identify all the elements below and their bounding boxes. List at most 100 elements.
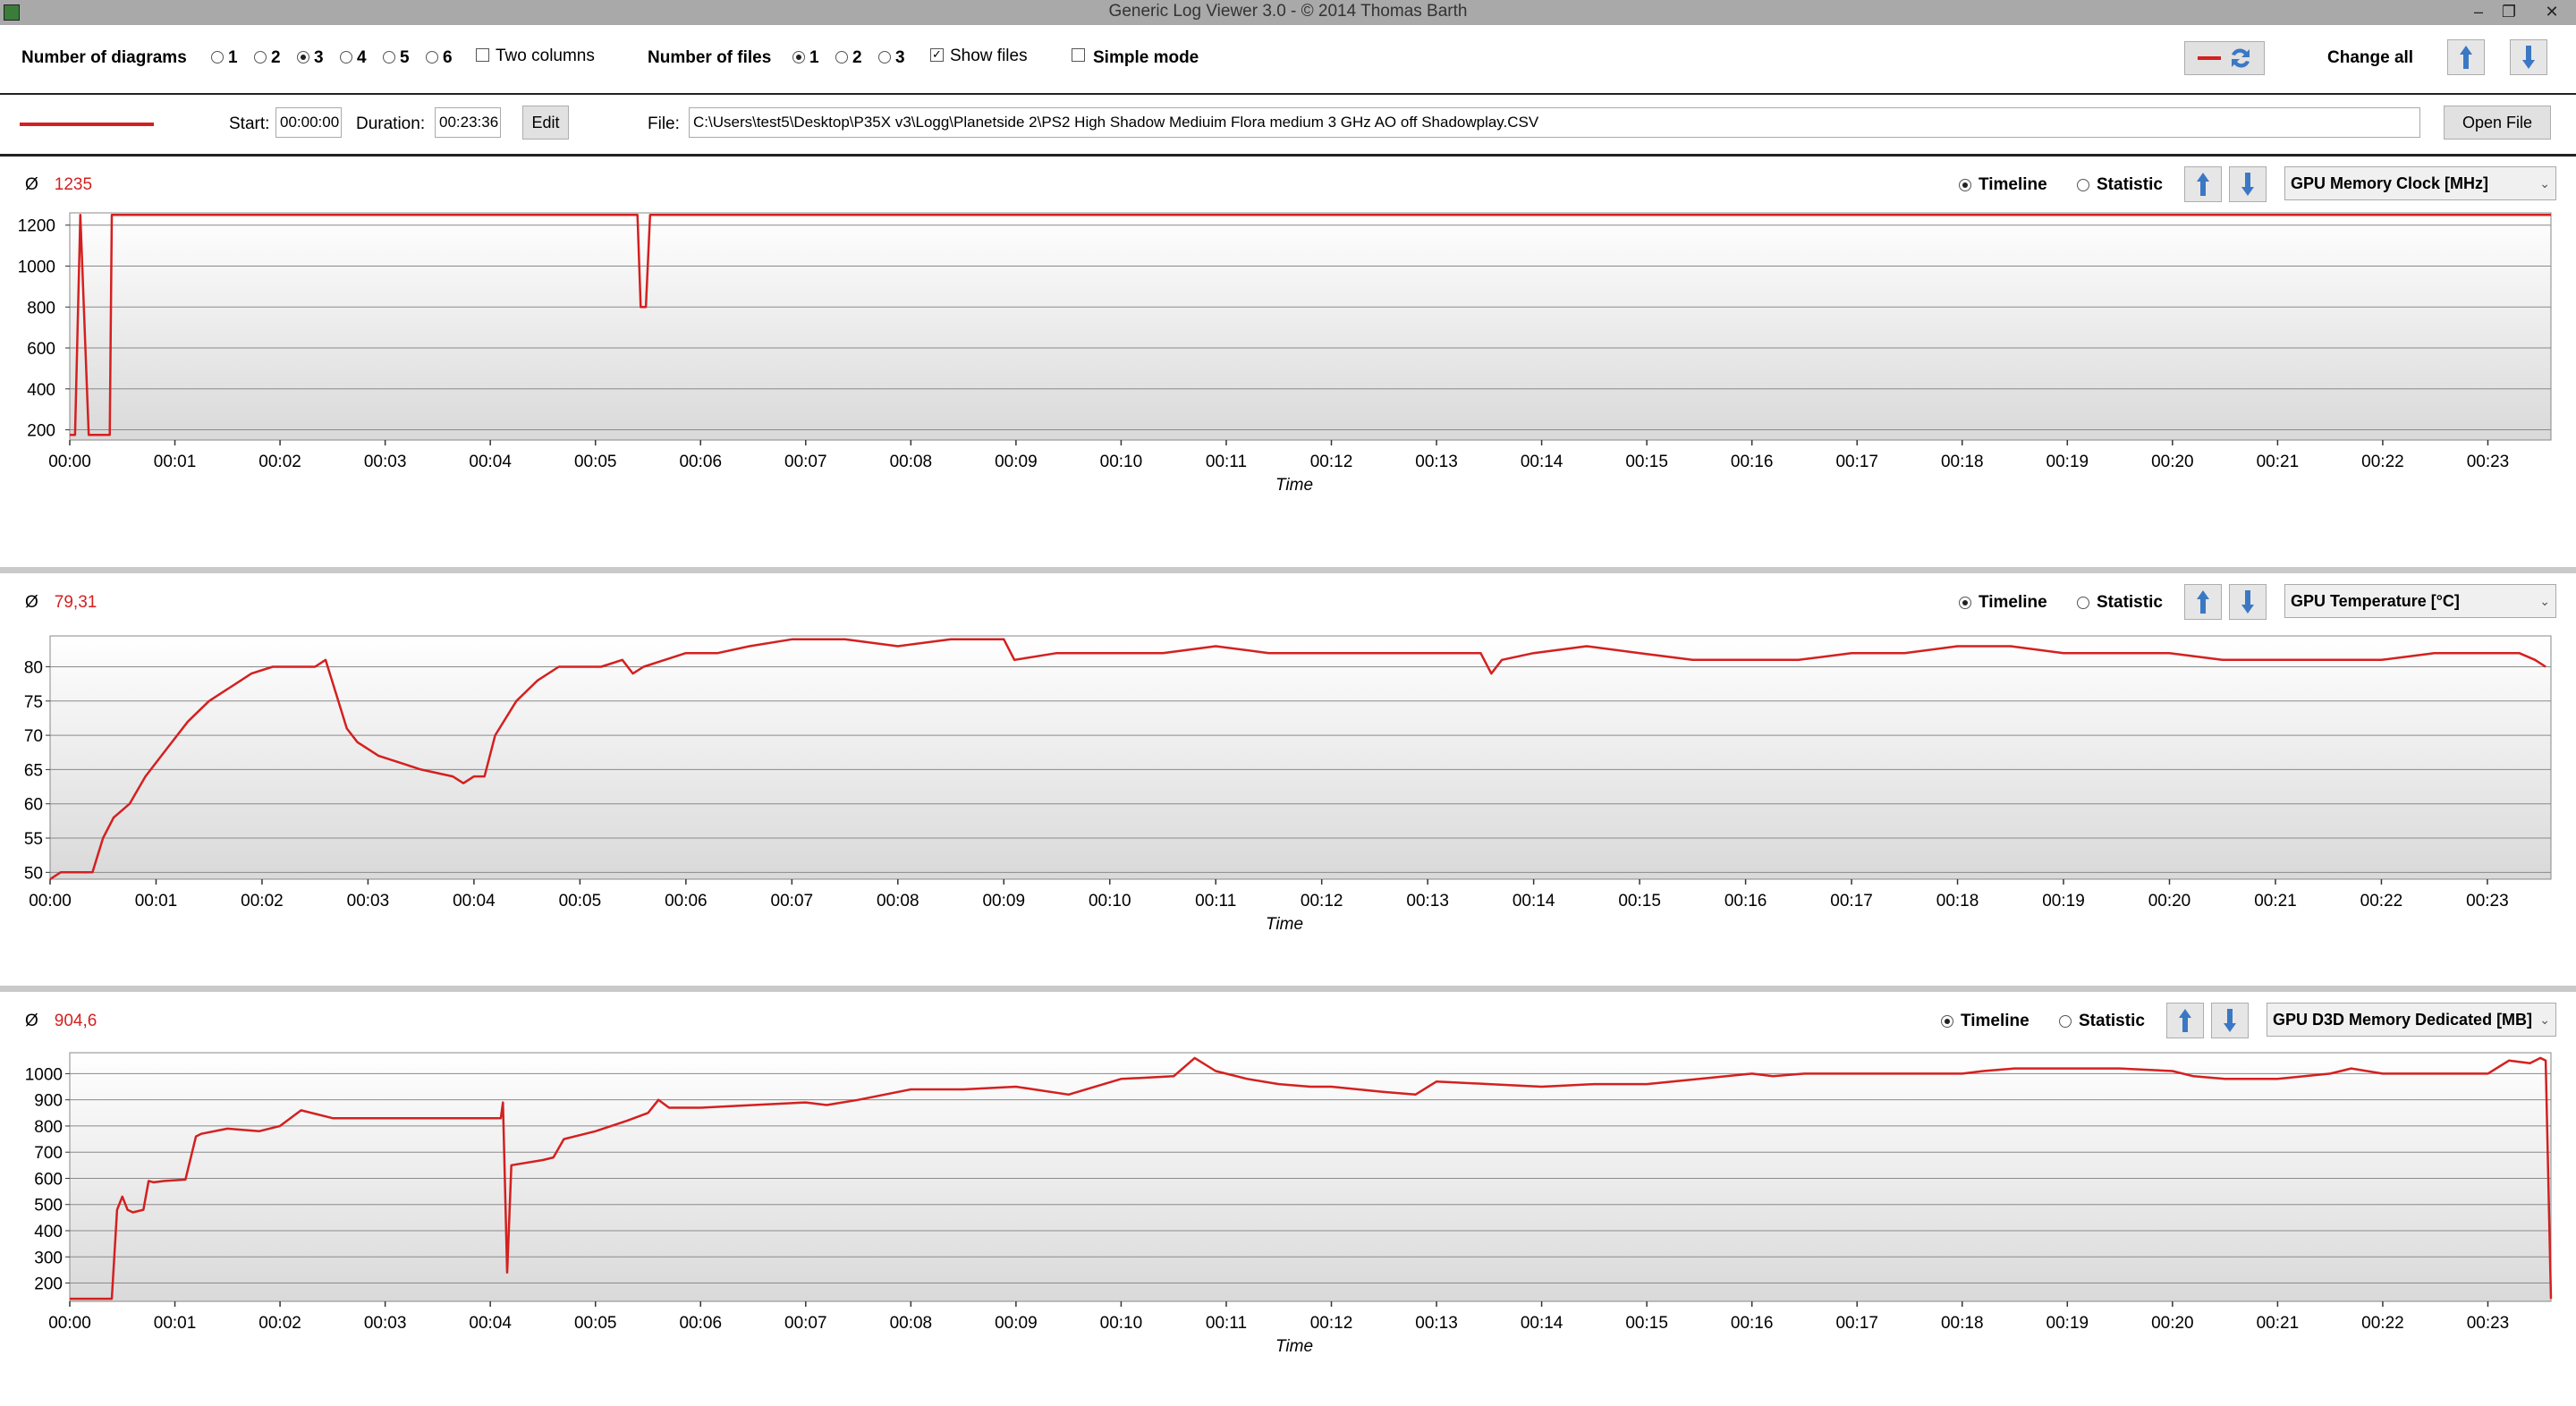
panel-divider[interactable]	[0, 986, 2576, 992]
diagram-panel-3: Ø 904,6 Timeline Statistic GPU D3D Memory De…	[0, 994, 2576, 1406]
series-line	[49, 638, 2546, 881]
x-tick-label: 00:04	[469, 453, 512, 471]
move-down-button[interactable]	[2229, 166, 2267, 202]
duration-label: Duration:	[356, 114, 426, 133]
diagram-count-radio-1[interactable]	[211, 51, 224, 64]
x-tick-label: 00:15	[1625, 1314, 1668, 1333]
chevron-down-icon: ⌄	[2539, 594, 2550, 608]
chart-2: 50 55 60 65 70 75 80 00:00 00:01 00:02 00:03 00:04 0…	[24, 635, 2552, 934]
x-tick-label: 00:19	[2046, 453, 2089, 471]
start-label: Start:	[229, 114, 270, 133]
maximize-icon[interactable]: ❐	[2501, 3, 2517, 21]
sensor-select[interactable]: GPU Memory Clock [MHz] ⌄	[2284, 166, 2556, 200]
file-count-option-label: 1	[809, 48, 819, 67]
x-tick-label: 00:13	[1415, 1314, 1458, 1333]
average-value: 1235	[54, 175, 93, 194]
diagrams-label: Number of diagrams	[21, 48, 187, 67]
chevron-down-icon: ⌄	[2539, 1012, 2550, 1027]
move-up-all-button[interactable]	[2447, 39, 2485, 75]
arrow-down-icon	[2241, 590, 2254, 614]
open-file-button[interactable]: Open File	[2444, 106, 2551, 140]
x-tick-label: 00:00	[48, 453, 91, 471]
statistic-radio[interactable]	[2077, 597, 2089, 609]
diagram-panel-1: Ø 1235 Timeline Statistic GPU Memory Clock […	[0, 157, 2576, 567]
x-tick-label: 00:02	[241, 892, 284, 911]
sensor-select-value: GPU Temperature [°C]	[2291, 592, 2460, 610]
average-value: 904,6	[54, 1012, 97, 1030]
two-columns-checkbox[interactable]	[476, 48, 489, 62]
move-up-button[interactable]	[2184, 584, 2222, 620]
x-tick-label: 00:04	[453, 892, 496, 911]
panel-divider[interactable]	[0, 567, 2576, 573]
file-count-radio-3[interactable]	[878, 51, 891, 64]
x-tick-label: 00:07	[784, 453, 827, 471]
duration-input[interactable]: 00:23:36	[435, 107, 501, 138]
simple-mode-checkbox[interactable]	[1072, 48, 1085, 62]
y-tick-label: 65	[24, 761, 43, 780]
move-down-all-button[interactable]	[2510, 39, 2547, 75]
x-tick-label: 00:19	[2042, 892, 2085, 911]
file-line-swatch[interactable]	[20, 122, 154, 127]
timeline-label: Timeline	[1961, 1012, 2029, 1030]
x-tick-label: 00:23	[2467, 453, 2510, 471]
statistic-radio[interactable]	[2077, 179, 2089, 191]
move-up-button[interactable]	[2184, 166, 2222, 202]
move-down-button[interactable]	[2229, 584, 2267, 620]
edit-button[interactable]: Edit	[522, 106, 569, 140]
x-tick-label: 00:13	[1406, 892, 1449, 911]
y-tick-label: 800	[34, 1118, 63, 1137]
file-count-radio-2[interactable]	[835, 51, 848, 64]
change-all-label: Change all	[2327, 48, 2414, 67]
arrow-up-icon	[2197, 590, 2209, 614]
diagram-count-radio-2[interactable]	[254, 51, 267, 64]
x-tick-label: 00:11	[1206, 453, 1247, 471]
line-color-swap-button[interactable]	[2184, 41, 2265, 75]
diagram-count-radio-4[interactable]	[340, 51, 352, 64]
sensor-select[interactable]: GPU Temperature [°C] ⌄	[2284, 584, 2556, 618]
move-up-button[interactable]	[2166, 1003, 2204, 1038]
file-bar: Start: 00:00:00 Duration: 00:23:36 Edit …	[0, 95, 2576, 157]
file-path-input[interactable]: C:\Users\test5\Desktop\P35X v3\Logg\Plan…	[689, 107, 2420, 138]
app-icon	[4, 4, 20, 21]
x-tick-label: 00:05	[559, 892, 602, 911]
minimize-icon[interactable]: –	[2473, 3, 2483, 21]
x-tick-label: 00:16	[1731, 453, 1774, 471]
average-readout: Ø 1235	[25, 175, 92, 195]
x-tick-label: 00:02	[258, 453, 301, 471]
x-tick-label: 00:11	[1195, 892, 1236, 911]
average-symbol: Ø	[25, 593, 38, 612]
close-icon[interactable]: ✕	[2545, 3, 2559, 21]
x-tick-label: 00:03	[347, 892, 390, 911]
statistic-radio[interactable]	[2059, 1015, 2072, 1028]
file-count-radio-1[interactable]	[792, 51, 805, 64]
diagram-count-radio-6[interactable]	[426, 51, 438, 64]
diagram-count-radio-3[interactable]	[297, 51, 309, 64]
timeline-label: Timeline	[1979, 175, 2047, 194]
timeline-radio[interactable]	[1959, 179, 1971, 191]
average-value: 79,31	[54, 593, 97, 612]
x-tick-label: 00:06	[679, 453, 722, 471]
title-bar: Generic Log Viewer 3.0 - © 2014 Thomas B…	[0, 0, 2576, 25]
sensor-select[interactable]: GPU D3D Memory Dedicated [MB] ⌄	[2267, 1003, 2556, 1037]
diagram-panel-2: Ø 79,31 Timeline Statistic GPU Temperature […	[0, 575, 2576, 987]
timeline-label: Timeline	[1979, 593, 2047, 612]
move-down-button[interactable]	[2211, 1003, 2249, 1038]
timeline-radio[interactable]	[1959, 597, 1971, 609]
x-tick-label: 00:00	[29, 892, 72, 911]
arrow-up-icon	[2197, 173, 2209, 196]
x-tick-label: 00:20	[2148, 892, 2191, 911]
show-files-checkbox[interactable]: ✓	[930, 48, 944, 62]
start-input[interactable]: 00:00:00	[275, 107, 342, 138]
y-tick-label: 70	[24, 727, 43, 746]
x-tick-label: 00:05	[574, 453, 617, 471]
x-axis-label: Time	[1275, 476, 1313, 495]
arrow-up-icon	[2460, 46, 2472, 69]
diagram-count-option-label: 4	[357, 48, 367, 67]
two-columns-label: Two columns	[496, 47, 595, 65]
x-axis-label: Time	[1275, 1337, 1313, 1356]
diagram-count-radio-5[interactable]	[383, 51, 395, 64]
y-tick-label: 1000	[25, 1065, 63, 1084]
file-count-option-label: 3	[895, 48, 905, 67]
timeline-radio[interactable]	[1941, 1015, 1953, 1028]
sensor-select-value: GPU Memory Clock [MHz]	[2291, 174, 2489, 192]
